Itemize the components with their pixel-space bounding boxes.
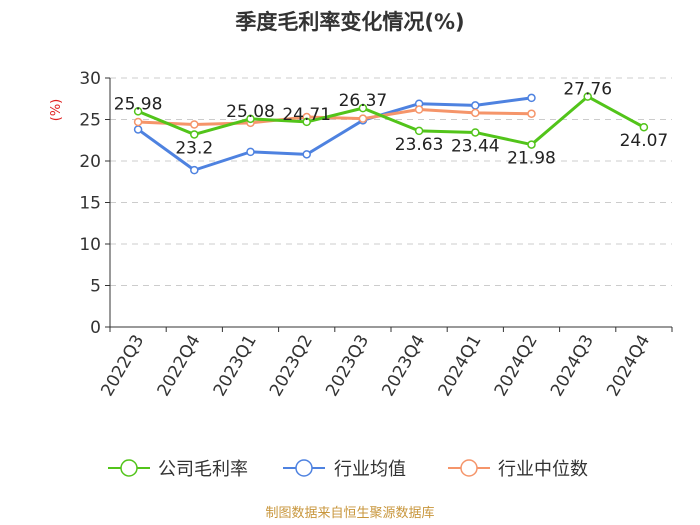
data-point [133,107,143,116]
data-point [471,128,480,137]
data-point [246,114,255,124]
data-label: 23.2 [175,138,213,158]
y-axis-label: (%) [49,99,64,122]
legend-marker [460,459,478,477]
data-point [527,93,536,103]
x-tick-label: 2023Q3 [322,332,373,400]
data-point [527,140,536,149]
y-tick-label: 15 [79,194,101,214]
data-point [302,150,311,159]
data-point [358,103,368,113]
x-tick-label: 2023Q4 [378,332,429,400]
data-point [414,126,424,136]
data-label: 23.44 [451,136,500,156]
data-label: 25.98 [114,94,163,114]
data-point [246,147,255,157]
x-tick-label: 2024Q4 [603,332,654,400]
series-line [138,108,532,126]
data-point [190,120,199,129]
legend-label: 行业中位数 [498,459,588,480]
x-tick-label: 2024Q1 [435,332,486,400]
series-lines [133,92,649,175]
x-tick-label: 2024Q3 [547,332,598,400]
data-label: 26.37 [339,91,388,111]
x-tick-label: 2024Q2 [491,332,542,400]
data-point [133,117,143,127]
data-point [583,92,592,101]
y-tick-label: 30 [79,69,101,89]
data-point [471,108,480,118]
legend-marker [295,459,313,477]
chart-title: 季度毛利率变化情况(%) [235,10,465,34]
data-label: 24.71 [282,105,331,125]
x-tick-label: 2023Q2 [266,332,317,400]
grid-lines [110,77,672,286]
data-labels: 25.98 23.2 25.08 24.71 26.37 23.63 23.44 21.98 2… [114,80,668,169]
x-tick-label: 2022Q4 [154,332,205,400]
legend: 公司毛利率 行业均值 行业中位数 [108,459,588,480]
legend-label: 行业均值 [334,459,406,480]
x-tick-label: 2022Q3 [97,332,148,400]
legend-label: 公司毛利率 [158,459,248,480]
data-point [527,109,536,118]
y-tick-label: 0 [90,318,101,338]
series-line [137,96,532,172]
y-tick-label: 10 [79,235,101,255]
y-tick-label: 25 [79,111,101,131]
source-note: 制图数据来自恒生聚源数据库 [265,506,435,521]
x-tick-label: 2023Q1 [210,332,261,400]
data-point [302,117,311,127]
data-point [639,122,649,132]
data-point [133,125,143,134]
data-label: 27.76 [563,80,612,100]
legend-marker [120,459,138,477]
data-point [471,101,480,110]
y-tick-label: 20 [79,152,101,172]
data-label: 21.98 [507,149,556,169]
data-point [414,105,424,114]
data-label: 23.63 [395,135,444,155]
data-label: 24.07 [620,131,669,151]
data-point [358,114,368,123]
data-point [190,165,199,175]
y-tick-label: 5 [90,277,101,297]
series-line [137,95,645,147]
data-point [190,130,199,139]
data-label: 25.08 [226,102,275,122]
